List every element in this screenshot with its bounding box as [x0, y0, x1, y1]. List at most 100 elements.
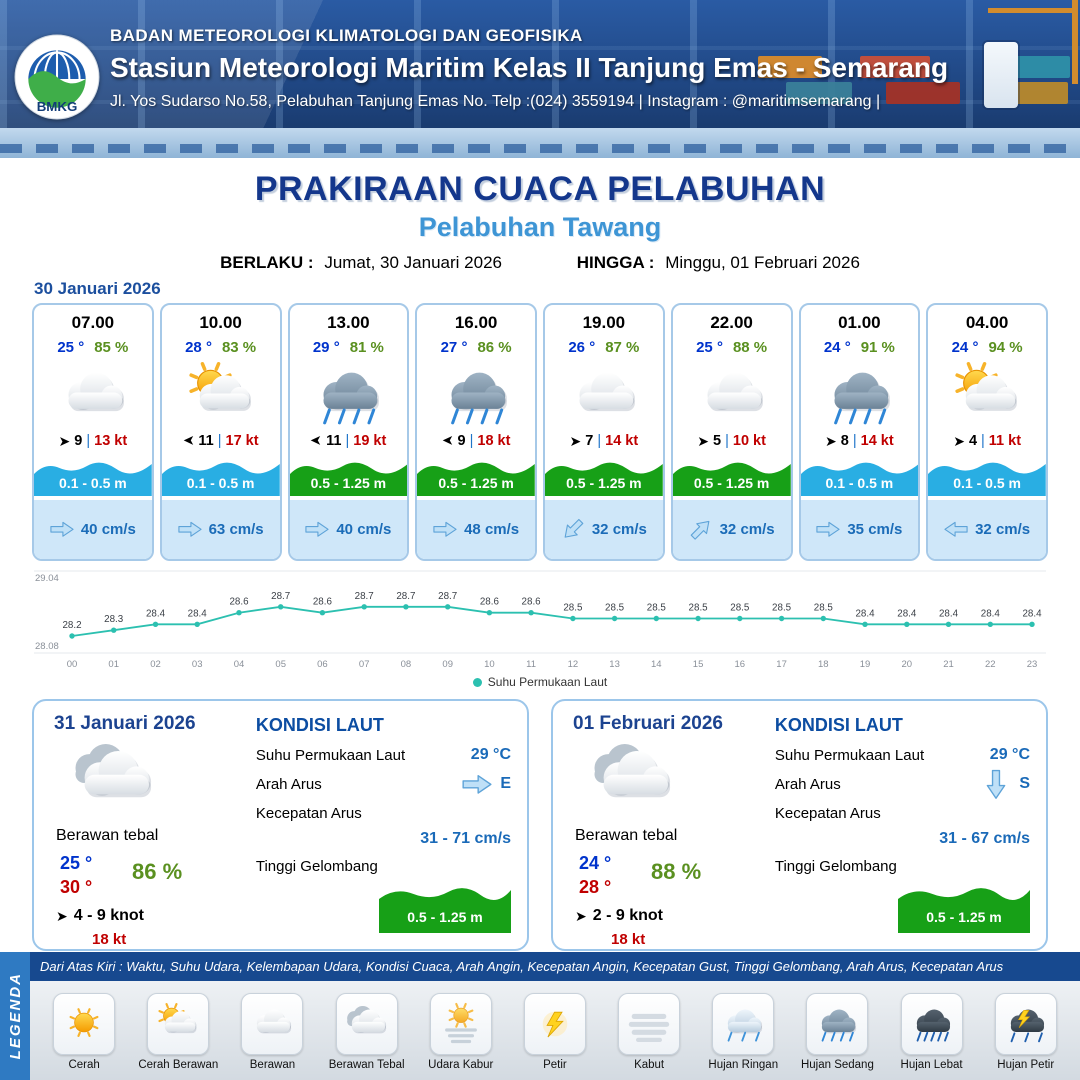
- sst-point: [236, 610, 242, 616]
- svg-text:15: 15: [693, 659, 704, 670]
- current-direction-label: Arah Arus: [255, 775, 322, 793]
- current-direction-icon: [305, 521, 329, 538]
- wave-shape: [928, 462, 1046, 496]
- summary-temp-max: 30 °: [60, 877, 93, 897]
- sst-label: Suhu Permukaan Laut: [255, 746, 406, 764]
- air-temperature: 27 °: [440, 339, 468, 356]
- summary-wind-range: 2 - 9 knot: [592, 907, 663, 924]
- legend-item: Berawan Tebal: [321, 992, 413, 1071]
- current-band: 32 cm/s: [545, 499, 663, 559]
- temp-humidity-row: 25 ° 88 %: [696, 339, 767, 356]
- legend-weather-icon: [994, 992, 1057, 1055]
- wave-height-value: 0.1 - 0.5 m: [186, 474, 255, 491]
- svg-text:13: 13: [609, 659, 620, 670]
- legend-item-label: Kabut: [634, 1058, 665, 1071]
- forecast-card: 07.00 25 ° 85 % ➤ 9 | 13 kt 0.1 - 0.5 m …: [32, 303, 154, 561]
- sst-point: [653, 615, 659, 622]
- legend-weather-icon: [712, 992, 775, 1055]
- wind-direction-icon: ➤: [58, 433, 71, 450]
- wind-row: ➤ 9 | 18 kt: [442, 433, 511, 449]
- chart-legend: Suhu Permukaan Laut: [32, 675, 1048, 689]
- wind-separator: |: [86, 433, 91, 449]
- legend-item: Hujan Ringan: [697, 992, 789, 1071]
- wind-separator: |: [217, 433, 222, 449]
- hingga-value: Minggu, 01 Februari 2026: [665, 253, 860, 272]
- forecast-card: 19.00 26 ° 87 % ➤ 7 | 14 kt 0.5 - 1.25 m…: [543, 303, 665, 561]
- wave-shape: [672, 462, 791, 496]
- forecast-time: 16.00: [454, 313, 498, 332]
- svg-text:03: 03: [192, 659, 203, 670]
- forecast-card: 22.00 25 ° 88 % ➤ 5 | 10 kt 0.5 - 1.25 m…: [670, 303, 793, 561]
- wave-height-value: 0.5 - 1.25 m: [438, 474, 514, 491]
- svg-text:28.4: 28.4: [897, 608, 917, 619]
- sst-value: 29 °C: [989, 746, 1030, 763]
- air-temperature: 25 °: [57, 339, 85, 356]
- wave-height-band: 0.1 - 0.5 m: [800, 456, 919, 496]
- temp-humidity-row: 24 ° 91 %: [824, 339, 895, 356]
- legend-items: Cerah Cerah Berawan Berawan Berawan Teba…: [30, 981, 1080, 1080]
- temp-humidity-row: 28 ° 83 %: [185, 339, 256, 356]
- wave-height-value: 0.5 - 1.25 m: [310, 474, 387, 491]
- wind-gust: 19 kt: [353, 433, 387, 449]
- current-speed-label: Kecepatan Arus: [255, 804, 362, 822]
- svg-text:20: 20: [902, 659, 913, 670]
- current-speed-value: 31 - 71 cm/s: [420, 829, 511, 847]
- sst-point: [528, 610, 534, 616]
- summary-temp-min: 24 °: [579, 853, 612, 873]
- legend-item-label: Cerah: [68, 1058, 100, 1071]
- legend-item-label: Hujan Ringan: [708, 1058, 779, 1071]
- svg-text:10: 10: [484, 659, 495, 670]
- air-temperature: 24 °: [951, 339, 979, 356]
- current-direction-value: E: [500, 775, 511, 793]
- temp-humidity-row: 24 ° 94 %: [952, 339, 1023, 356]
- wind-gust: 14 kt: [605, 433, 639, 449]
- wind-speed: 4: [968, 433, 978, 449]
- sst-point: [987, 621, 993, 627]
- legend-weather-icon: [53, 992, 116, 1055]
- current-direction-icon: [433, 521, 457, 538]
- air-temperature: 28 °: [185, 339, 212, 356]
- wind-gust: 13 kt: [94, 433, 128, 449]
- sst-point: [904, 621, 910, 627]
- sst-label: Suhu Permukaan Laut: [774, 746, 925, 764]
- temp-humidity-row: 26 ° 87 %: [568, 339, 639, 356]
- station-address: Jl. Yos Sudarso No.58, Pelabuhan Tanjung…: [110, 93, 881, 110]
- wind-row: ➤ 8 | 14 kt: [825, 434, 894, 449]
- wave-height-value: 0.1 - 0.5 m: [825, 474, 894, 491]
- svg-text:28.08: 28.08: [35, 641, 59, 652]
- svg-text:28.4: 28.4: [981, 608, 1001, 619]
- sst-point: [778, 615, 785, 622]
- svg-text:29.04: 29.04: [35, 573, 59, 584]
- current-speed-label: Kecepatan Arus: [774, 804, 881, 822]
- current-speed: 40 cm/s: [336, 520, 392, 538]
- chart-legend-label: Suhu Permukaan Laut: [487, 675, 608, 689]
- title-section: PRAKIRAAN CUACA PELABUHAN Pelabuhan Tawa…: [0, 158, 1080, 273]
- sst-row: Suhu Permukaan Laut 29 °C: [256, 746, 511, 764]
- svg-text:28.6: 28.6: [522, 597, 542, 608]
- wind-speed: 8: [840, 433, 849, 449]
- hingga-label: HINGGA :: [576, 253, 655, 272]
- container-graphic: [860, 56, 930, 78]
- forecast-time: 19.00: [582, 313, 626, 332]
- legend-weather-icon: [523, 992, 586, 1055]
- wind-row: ➤ 4 | 11 kt: [953, 434, 1021, 449]
- wind-direction-icon: ➤: [56, 907, 68, 924]
- header-text: BADAN METEOROLOGI KLIMATOLOGI DAN GEOFIS…: [110, 26, 1070, 111]
- humidity: 91 %: [860, 339, 895, 356]
- legend-item: Hujan Sedang: [791, 992, 883, 1071]
- current-speed: 32 cm/s: [591, 520, 647, 538]
- weather-icon: [560, 358, 648, 434]
- wave-height-value: 0.1 - 0.5 m: [59, 474, 127, 491]
- legend-dot-icon: [472, 677, 482, 687]
- svg-text:28.6: 28.6: [229, 597, 249, 608]
- wave-height-badge: 0.5 - 1.25 m: [898, 883, 1030, 933]
- temp-humidity-row: 27 ° 86 %: [441, 339, 512, 356]
- summary-wind-row: ➤ 4 - 9 knot: [56, 907, 144, 925]
- summary-condition: Berawan tebal: [56, 827, 159, 844]
- wind-separator: |: [345, 433, 350, 449]
- wave-height-label: Tinggi Gelombang: [255, 857, 378, 875]
- sst-point: [152, 621, 159, 627]
- legend-item: Hujan Lebat: [886, 992, 978, 1071]
- wave-height-band: 0.5 - 1.25 m: [545, 456, 663, 496]
- sst-point: [403, 604, 409, 610]
